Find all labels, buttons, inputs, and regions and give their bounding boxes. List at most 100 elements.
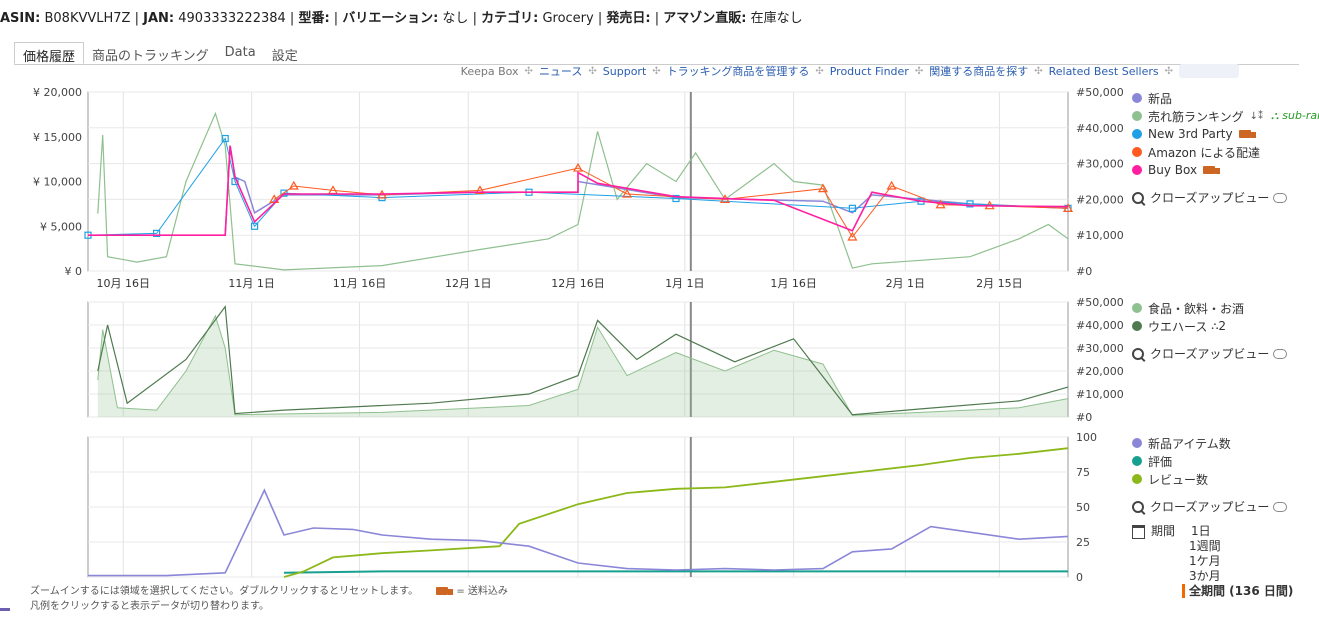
toggle-icon: [1273, 501, 1288, 512]
link-manage-tracking[interactable]: トラッキング商品を管理する: [666, 65, 810, 78]
legend-suffix: 2: [1218, 319, 1227, 333]
hierarchy-icon: ⛬: [1271, 109, 1279, 122]
shipping-hint: = 送料込み: [456, 586, 508, 597]
fba-marker: [886, 180, 897, 190]
separator: |: [654, 11, 660, 26]
legend-new-3rd-party[interactable]: New 3rd Party: [1132, 125, 1319, 143]
period-1month[interactable]: 1ケ月: [1189, 554, 1221, 568]
legend-new-dot: [1132, 93, 1142, 103]
tab-bar: 価格履歴 商品のトラッキング Data 設定: [14, 42, 306, 65]
x-axis-tick: 2月 15日: [976, 277, 1023, 290]
right-axis-tick: #30,000: [1076, 342, 1124, 355]
link-news[interactable]: ニュース: [538, 65, 583, 78]
link-separator-icon: ✣: [1164, 65, 1173, 77]
x-axis-tick: 1月 16日: [770, 277, 817, 290]
closeup-toggle[interactable]: クローズアップビュー: [1132, 498, 1288, 515]
variation-value: なし: [442, 11, 469, 26]
period-selector: 期間 1日 1週間 1ケ月 3か月 全期間 (136 日間): [1132, 522, 1294, 598]
right-axis-tick: #0: [1076, 265, 1092, 278]
period-all[interactable]: 全期間 (136 日間): [1182, 584, 1294, 598]
legend-label: 売れ筋ランキング: [1148, 109, 1244, 124]
tab-price-history[interactable]: 価格履歴: [14, 42, 85, 65]
asin-value: B08KVVLH7Z: [44, 11, 131, 26]
left-axis-tick: ¥ 5,000: [40, 220, 82, 233]
right-axis-tick: 25: [1076, 536, 1090, 549]
subrank-link[interactable]: ⛬ sub-ran: [1271, 109, 1319, 123]
legend-sales-rank[interactable]: 売れ筋ランキング ↓⁑ ⛬ sub-ran: [1132, 107, 1319, 125]
third-party-marker: [280, 189, 288, 197]
legend-buy-box[interactable]: Buy Box: [1132, 161, 1319, 179]
period-1day[interactable]: 1日: [1191, 524, 1211, 538]
third-party-marker: [221, 134, 229, 143]
legend-amazon-fulfilled[interactable]: Amazon による配達: [1132, 143, 1319, 161]
period-1week[interactable]: 1週間: [1189, 539, 1221, 553]
right-axis-tick: #30,000: [1076, 158, 1124, 171]
rating-line: [283, 570, 1068, 574]
category-label: カテゴリ:: [481, 11, 539, 26]
product-header: ASIN: B08KVVLH7Z | JAN: 4903333222384 | …: [0, 7, 803, 26]
wafer-rank-line: [97, 304, 1069, 416]
calendar-icon: [1132, 524, 1145, 539]
legend-fba-dot: [1132, 147, 1142, 157]
legend-label: ウエハース: [1148, 319, 1208, 334]
legend-new[interactable]: 新品: [1132, 89, 1319, 107]
amazon-value: 在庫なし: [750, 11, 803, 26]
tab-tracking[interactable]: 商品のトラッキング: [92, 49, 209, 64]
separator: |: [597, 11, 603, 26]
legend-new-item-count[interactable]: 新品アイテム数: [1132, 434, 1287, 452]
legend-count-dot: [1132, 438, 1142, 448]
left-axis-tick: ¥ 15,000: [33, 131, 82, 144]
legend-food-dot: [1132, 303, 1142, 313]
third-party-marker: [153, 229, 161, 238]
legend-wafer-category[interactable]: ウエハース ⛬ 2: [1132, 317, 1287, 335]
link-related-products[interactable]: 関連する商品を探す: [929, 65, 1029, 78]
tab-data[interactable]: Data: [224, 45, 256, 60]
left-axis-tick: ¥ 20,000: [33, 86, 82, 99]
legend-wafer-dot: [1132, 321, 1142, 331]
legend-label: Buy Box: [1148, 163, 1198, 177]
asin-label: ASIN:: [0, 11, 41, 26]
right-axis-tick: #50,000: [1076, 296, 1124, 309]
fba-marker: [847, 231, 858, 241]
subrank-label: sub-ran: [1282, 109, 1319, 122]
link-product-finder[interactable]: Product Finder: [829, 64, 909, 78]
fba-marker: [288, 180, 299, 190]
search-icon: [1132, 191, 1144, 204]
link-related-best-sellers[interactable]: Related Best Sellers: [1048, 64, 1159, 78]
separator: |: [134, 11, 139, 26]
right-axis-tick: #40,000: [1076, 319, 1124, 332]
zoom-hint: ズームインするには領域を選択してください。ダブルクリックするとリセットします。: [30, 586, 419, 597]
x-axis-tick: 10月 16日: [97, 277, 151, 290]
link-separator-icon: ✣: [815, 65, 824, 77]
closeup-toggle[interactable]: クローズアップビュー: [1132, 189, 1319, 206]
link-separator-icon: ✣: [1034, 65, 1043, 77]
closeup-toggle[interactable]: クローズアップビュー: [1132, 345, 1288, 362]
legend-food-category[interactable]: 食品・飲料・お酒: [1132, 299, 1287, 317]
tab-settings[interactable]: 設定: [271, 49, 298, 64]
buy-box-line: [88, 145, 1069, 236]
legend-label: New 3rd Party: [1148, 127, 1233, 141]
price-legend: 新品 売れ筋ランキング ↓⁑ ⛬ sub-ran New 3rd Party Ama…: [1132, 89, 1319, 206]
left-axis-tick: ¥ 0: [65, 265, 83, 278]
amazon-label: アマゾン直販:: [663, 11, 747, 26]
blurred-element: [1179, 64, 1239, 78]
third-party-marker: [672, 194, 680, 203]
link-support[interactable]: Support: [602, 64, 647, 78]
new-item-count-line: [88, 488, 1069, 577]
legend-rating[interactable]: 評価: [1132, 452, 1287, 470]
legend-review-count[interactable]: レビュー数: [1132, 470, 1287, 488]
fba-marker: [572, 162, 584, 172]
review-count-line: [283, 447, 1069, 578]
toggle-icon: [1273, 348, 1288, 359]
separator: |: [472, 11, 477, 26]
jan-label: JAN:: [143, 11, 175, 26]
jan-value: 4903333222384: [178, 11, 286, 26]
fba-marker: [621, 188, 633, 198]
period-3months[interactable]: 3か月: [1189, 569, 1221, 583]
closeup-label: クローズアップビュー: [1150, 191, 1270, 205]
truck-icon: [436, 587, 454, 595]
legend-label: 新品: [1148, 91, 1173, 106]
x-axis-tick: 11月 1日: [228, 277, 275, 290]
link-keepa-box[interactable]: Keepa Box: [460, 64, 519, 78]
